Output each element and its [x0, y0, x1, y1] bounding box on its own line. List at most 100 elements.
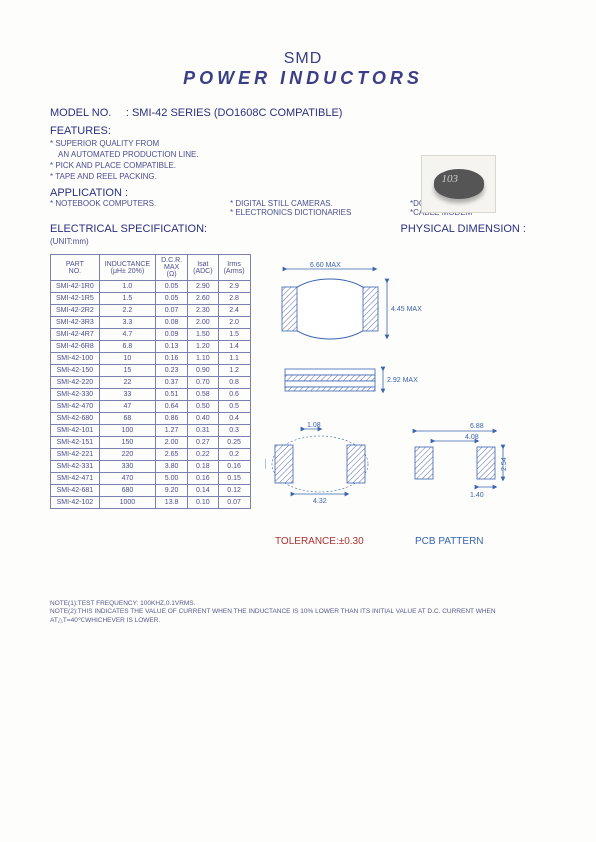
th-text: MAX	[161, 264, 182, 271]
chip-icon: 103	[434, 169, 484, 199]
phys-dim-label: PHYSICAL DIMENSION :	[400, 223, 526, 235]
table-cell: 1.5	[99, 293, 155, 305]
table-cell: SMI-42-1R5	[51, 293, 100, 305]
table-cell: 0.40	[188, 413, 218, 425]
table-cell: 5.00	[156, 473, 188, 485]
table-cell: 0.13	[156, 341, 188, 353]
table-cell: 2.0	[218, 317, 250, 329]
table-row: SMI-42-1R51.50.052.602.8	[51, 293, 251, 305]
dim-height: 4.45 MAX	[391, 306, 422, 313]
table-cell: 2.8	[218, 293, 250, 305]
feature-item: * SUPERIOR QUALITY FROM	[50, 139, 556, 148]
table-cell: SMI-42-470	[51, 401, 100, 413]
table-row: SMI-42-1511502.000.270.25	[51, 437, 251, 449]
table-row: SMI-42-4R74.70.091.501.5	[51, 329, 251, 341]
table-row: SMI-42-1R01.00.052.902.9	[51, 281, 251, 293]
table-cell: SMI-42-150	[51, 365, 100, 377]
table-cell: 0.05	[156, 281, 188, 293]
table-row: SMI-42-1011001.270.310.3	[51, 425, 251, 437]
table-cell: 47	[99, 401, 155, 413]
table-row: SMI-42-102100013.80.100.07	[51, 497, 251, 509]
dim-pcb-gap: 4.08	[465, 434, 479, 441]
table-cell: 15	[99, 365, 155, 377]
table-cell: 2.60	[188, 293, 218, 305]
table-cell: 330	[99, 461, 155, 473]
table-cell: 3.80	[156, 461, 188, 473]
table-row: SMI-42-2R22.20.072.302.4	[51, 305, 251, 317]
table-cell: SMI-42-3R3	[51, 317, 100, 329]
table-cell: 1.2	[218, 365, 250, 377]
title-line-2: POWER INDUCTORS	[50, 68, 556, 89]
table-cell: 0.5	[218, 401, 250, 413]
table-row: SMI-42-2212202.650.220.2	[51, 449, 251, 461]
table-cell: 2.2	[99, 305, 155, 317]
table-cell: 1.27	[156, 425, 188, 437]
table-cell: 0.64	[156, 401, 188, 413]
table-cell: 4.7	[99, 329, 155, 341]
th-text: PART	[56, 261, 94, 268]
title-block: SMD POWER INDUCTORS	[50, 50, 556, 89]
table-cell: SMI-42-100	[51, 353, 100, 365]
table-cell: 0.6	[218, 389, 250, 401]
th-text: (ADC)	[193, 268, 212, 275]
table-row: SMI-42-330330.510.580.6	[51, 389, 251, 401]
table-cell: 0.12	[218, 485, 250, 497]
th-text: (μH± 20%)	[105, 268, 150, 275]
product-photo: 103	[421, 155, 496, 213]
table-cell: 0.70	[188, 377, 218, 389]
table-cell: 0.4	[218, 413, 250, 425]
col-isat: Isat (ADC)	[188, 255, 218, 281]
table-cell: 0.51	[156, 389, 188, 401]
table-cell: 0.15	[218, 473, 250, 485]
table-cell: 0.23	[156, 365, 188, 377]
table-cell: 0.27	[188, 437, 218, 449]
pcb-pattern-label: PCB PATTERN	[415, 536, 484, 547]
features-label: FEATURES:	[50, 125, 556, 137]
table-cell: 150	[99, 437, 155, 449]
table-cell: 13.8	[156, 497, 188, 509]
table-cell: 1.4	[218, 341, 250, 353]
table-cell: 0.18	[188, 461, 218, 473]
table-cell: 1.50	[188, 329, 218, 341]
spec-table: PART NO. INDUCTANCE (μH± 20%) D.C.R. MAX…	[50, 254, 251, 509]
footprint-view: 1.08 1.27 4.32	[265, 422, 368, 505]
table-cell: 0.16	[188, 473, 218, 485]
table-cell: 680	[99, 485, 155, 497]
table-cell: SMI-42-331	[51, 461, 100, 473]
table-cell: 0.07	[218, 497, 250, 509]
notes-block: NOTE(1):TEST FREQUENCY: 100KHZ,0.1VRMS. …	[50, 600, 556, 625]
table-cell: 220	[99, 449, 155, 461]
table-cell: 0.05	[156, 293, 188, 305]
app-item: * ELECTRONICS DICTIONARIES	[230, 208, 370, 217]
title-line-1: SMD	[50, 50, 556, 68]
table-cell: SMI-42-2R2	[51, 305, 100, 317]
table-cell: 1.0	[99, 281, 155, 293]
col-part: PART NO.	[51, 255, 100, 281]
table-cell: 2.00	[188, 317, 218, 329]
table-cell: SMI-42-1R0	[51, 281, 100, 293]
table-row: SMI-42-6R86.80.131.201.4	[51, 341, 251, 353]
tolerance-label: TOLERANCE:±0.30	[275, 536, 364, 547]
dimension-svg: 6.60 MAX 4.45 MAX 2.92 MAX 1.08	[265, 254, 515, 594]
col-inductance: INDUCTANCE (μH± 20%)	[99, 255, 155, 281]
table-cell: 0.14	[188, 485, 218, 497]
table-row: SMI-42-3313303.800.180.16	[51, 461, 251, 473]
dim-pcb-w: 6.88	[470, 423, 484, 430]
table-cell: 2.90	[188, 281, 218, 293]
dim-pad-h: 1.08	[307, 422, 321, 429]
table-cell: 0.25	[218, 437, 250, 449]
table-cell: 3.3	[99, 317, 155, 329]
table-cell: 0.09	[156, 329, 188, 341]
table-cell: 0.16	[218, 461, 250, 473]
table-cell: SMI-42-681	[51, 485, 100, 497]
table-cell: 0.22	[188, 449, 218, 461]
pcb-pattern-view: 6.88 4.08 1.40 2.54	[415, 423, 508, 499]
top-view: 6.60 MAX 4.45 MAX	[282, 262, 422, 339]
table-cell: SMI-42-101	[51, 425, 100, 437]
table-cell: 1.5	[218, 329, 250, 341]
dim-side-height: 2.92 MAX	[387, 377, 418, 384]
table-cell: 0.31	[188, 425, 218, 437]
model-value: : SMI-42 SERIES (DO1608C COMPATIBLE)	[126, 107, 343, 119]
table-cell: 1.20	[188, 341, 218, 353]
col-dcr: D.C.R. MAX (Ω)	[156, 255, 188, 281]
